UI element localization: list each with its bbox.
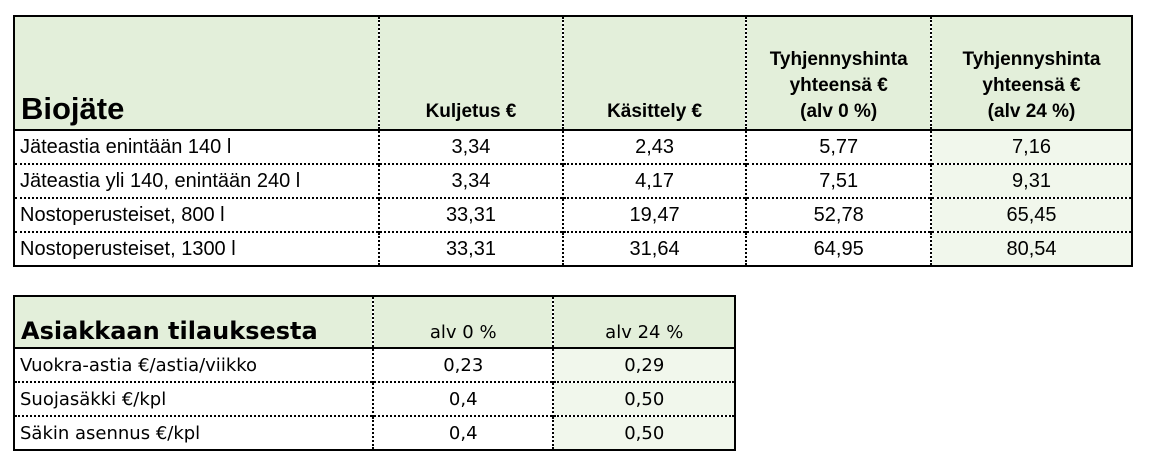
row-label: Säkin asennus €/kpl <box>14 415 373 450</box>
column-header-total-alv24: Tyhjennyshinta yhteensä € (alv 24 %) <box>930 16 1132 130</box>
table-row: Jäteastia enintään 140 l 3,34 2,43 5,77 … <box>14 129 1132 164</box>
table-row: Suojasäkki €/kpl 0,4 0,50 <box>14 381 735 416</box>
column-header-total-alv0: Tyhjennyshinta yhteensä € (alv 0 %) <box>745 16 932 130</box>
column-header-kuljetus: Kuljetus € <box>378 16 563 130</box>
cell-total-alv24: 7,16 <box>930 129 1132 164</box>
cell-kasittely: 31,64 <box>561 231 747 266</box>
cell-total-alv24: 9,31 <box>930 163 1132 198</box>
table-title: Biojäte <box>14 16 380 130</box>
cell-alv0: 0,4 <box>371 415 554 450</box>
cell-alv24: 0,29 <box>552 347 735 382</box>
cell-kasittely: 19,47 <box>561 197 747 232</box>
cell-alv0: 0,23 <box>371 347 554 382</box>
cell-total-alv0: 52,78 <box>745 197 932 232</box>
cell-kuljetus: 3,34 <box>378 163 563 198</box>
table-row: Säkin asennus €/kpl 0,4 0,50 <box>14 415 735 450</box>
cell-alv0: 0,4 <box>371 381 554 416</box>
biojate-price-table: Biojäte Kuljetus € Käsittely € Tyhjennys… <box>13 15 1133 267</box>
asiakkaan-tilauksesta-table: Asiakkaan tilauksesta alv 0 % alv 24 % V… <box>13 295 736 451</box>
cell-total-alv24: 65,45 <box>930 197 1132 232</box>
row-label: Suojasäkki €/kpl <box>14 381 373 416</box>
column-header-kasittely: Käsittely € <box>561 16 747 130</box>
cell-alv24: 0,50 <box>552 381 735 416</box>
table-row: Nostoperusteiset, 800 l 33,31 19,47 52,7… <box>14 197 1132 232</box>
row-label: Vuokra-astia €/astia/viikko <box>14 347 373 382</box>
table-header-row: Biojäte Kuljetus € Käsittely € Tyhjennys… <box>14 16 1132 130</box>
table-title: Asiakkaan tilauksesta <box>14 296 373 348</box>
column-header-alv24: alv 24 % <box>552 296 735 348</box>
table-row: Nostoperusteiset, 1300 l 33,31 31,64 64,… <box>14 231 1132 266</box>
cell-total-alv0: 64,95 <box>745 231 932 266</box>
row-label: Nostoperusteiset, 800 l <box>14 197 380 232</box>
row-label: Jäteastia yli 140, enintään 240 l <box>14 163 380 198</box>
cell-kasittely: 4,17 <box>561 163 747 198</box>
cell-kasittely: 2,43 <box>561 129 747 164</box>
table-row: Jäteastia yli 140, enintään 240 l 3,34 4… <box>14 163 1132 198</box>
cell-kuljetus: 3,34 <box>378 129 563 164</box>
cell-total-alv0: 5,77 <box>745 129 932 164</box>
row-label: Nostoperusteiset, 1300 l <box>14 231 380 266</box>
cell-kuljetus: 33,31 <box>378 231 563 266</box>
cell-alv24: 0,50 <box>552 415 735 450</box>
cell-total-alv0: 7,51 <box>745 163 932 198</box>
table-header-row: Asiakkaan tilauksesta alv 0 % alv 24 % <box>14 296 735 348</box>
cell-total-alv24: 80,54 <box>930 231 1132 266</box>
cell-kuljetus: 33,31 <box>378 197 563 232</box>
row-label: Jäteastia enintään 140 l <box>14 129 380 164</box>
table-row: Vuokra-astia €/astia/viikko 0,23 0,29 <box>14 347 735 382</box>
column-header-alv0: alv 0 % <box>371 296 554 348</box>
